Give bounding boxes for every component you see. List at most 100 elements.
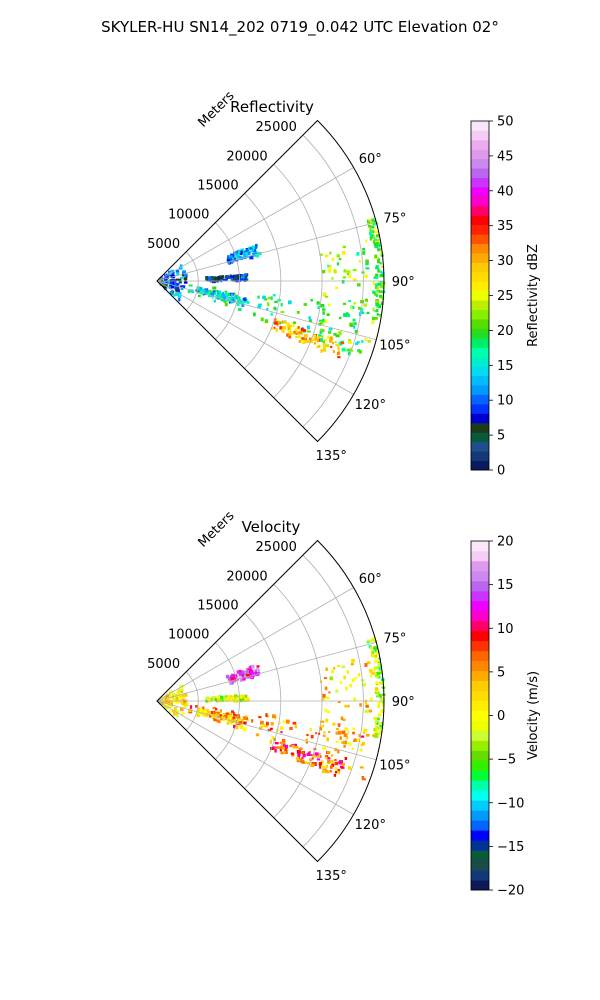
- echo-gate: [244, 255, 248, 258]
- echo-gate: [298, 747, 303, 750]
- echo-gate: [377, 693, 380, 697]
- echo-gate: [175, 698, 179, 702]
- radial-tick-label: 5000: [147, 657, 180, 672]
- colorbar-tick-label: 15: [497, 578, 514, 593]
- echo-gate: [379, 270, 383, 273]
- radial-tick-label: 20000: [226, 149, 267, 164]
- echo-gate: [359, 312, 362, 317]
- echo-gate: [308, 337, 312, 341]
- echo-gate: [326, 757, 331, 760]
- echo-gate: [233, 677, 237, 682]
- colorbar-swatch: [471, 660, 489, 672]
- echo-gate: [375, 239, 380, 242]
- echo-gate: [358, 350, 362, 354]
- echo-gate: [338, 761, 343, 765]
- echo-gate: [246, 670, 250, 674]
- colorbar-swatch: [471, 347, 489, 358]
- echo-gate: [253, 312, 256, 317]
- echo-gate: [357, 283, 361, 287]
- echo-gate: [351, 678, 355, 683]
- echo-gate: [183, 275, 186, 278]
- echo-gate: [372, 671, 376, 675]
- echo-gate: [176, 691, 181, 696]
- echo-gate: [359, 703, 362, 707]
- echo-gate: [211, 715, 215, 719]
- echo-gate: [374, 286, 379, 289]
- colorbar-tick-label: 0: [497, 464, 505, 479]
- echo-gate: [207, 714, 211, 717]
- echo-gate: [349, 323, 353, 327]
- echo-gate: [172, 697, 176, 702]
- colorbar-swatch: [471, 205, 489, 216]
- echo-gate: [205, 276, 209, 279]
- echo-gate: [242, 670, 245, 674]
- colorbar-tick-label: 10: [497, 394, 514, 409]
- echo-gate: [311, 757, 314, 760]
- echo-gate: [375, 302, 379, 306]
- echo-gate: [213, 276, 217, 280]
- echo-gate: [337, 769, 341, 772]
- echo-gate: [372, 281, 375, 286]
- echo-gate: [262, 724, 266, 727]
- echo-gate: [293, 743, 297, 747]
- echo-gate: [330, 345, 333, 348]
- echo-gate: [183, 693, 188, 697]
- echo-gate: [347, 766, 352, 770]
- colorbar-tick-label: −5: [497, 753, 516, 768]
- colorbar-swatch: [471, 394, 489, 405]
- reflectivity-panel: Reflectivity 5000 10000 15000 20000 25000 60°…: [147, 88, 541, 478]
- echo-gate: [361, 311, 365, 314]
- echo-gate: [357, 349, 361, 353]
- echo-gate: [211, 696, 215, 699]
- echo-gate: [319, 253, 323, 256]
- echo-gate: [302, 328, 306, 332]
- colorbar-tick-label: −10: [497, 796, 524, 811]
- echo-gate: [234, 295, 239, 299]
- echo-gate: [375, 273, 379, 277]
- colorbar-swatch: [471, 177, 489, 188]
- echo-gate: [351, 658, 355, 663]
- echo-gate: [379, 274, 384, 278]
- echo-gate: [257, 668, 260, 672]
- echo-gate: [382, 700, 385, 704]
- echo-gate: [217, 715, 220, 718]
- echo-gate: [372, 307, 375, 312]
- echo-gate: [328, 331, 331, 334]
- echo-gate: [334, 759, 337, 761]
- azimuth-tick-label: 120°: [355, 818, 386, 833]
- echo-gate: [357, 341, 360, 344]
- echo-gate: [234, 695, 237, 699]
- echo-gate: [376, 650, 380, 655]
- echo-gate: [354, 329, 359, 334]
- echo-gate: [270, 722, 274, 726]
- echo-gate: [164, 284, 168, 287]
- echo-gate: [338, 316, 342, 320]
- echo-gate: [340, 341, 345, 345]
- echo-gate: [314, 336, 318, 340]
- echo-gate: [280, 310, 285, 313]
- echo-gate: [366, 661, 371, 665]
- azimuth-tick-label: 120°: [355, 398, 386, 413]
- echo-gate: [167, 697, 170, 700]
- echo-gate: [305, 738, 308, 743]
- echo-gate: [326, 737, 329, 742]
- echo-feature: [270, 737, 345, 777]
- echo-gate: [298, 335, 302, 339]
- echo-gate: [314, 762, 317, 766]
- echo-gate: [326, 313, 330, 316]
- echo-gate: [295, 332, 298, 335]
- colorbar-swatch: [471, 560, 489, 572]
- echo-gate: [282, 320, 286, 324]
- echo-gate: [243, 297, 247, 302]
- echo-gate: [352, 731, 355, 735]
- echo-gate: [374, 666, 378, 669]
- echo-gate: [217, 720, 221, 724]
- echo-gate: [322, 308, 326, 311]
- echo-gate: [219, 292, 223, 297]
- echo-gate: [230, 300, 233, 304]
- echo-gate: [224, 292, 228, 296]
- colorbar-swatch: [471, 680, 489, 691]
- reflectivity-colorbar: 0 5 10 15 20 25 30 35 40 45 50 Reflectivity dBZ: [470, 115, 541, 479]
- echo-gate: [295, 335, 299, 339]
